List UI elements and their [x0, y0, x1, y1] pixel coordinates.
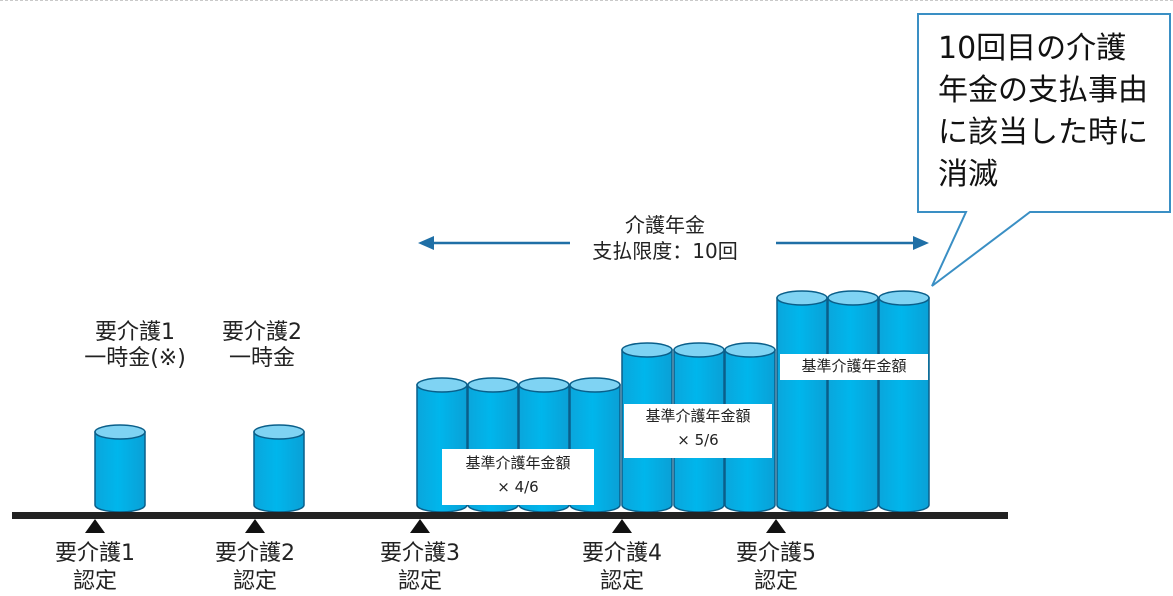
milestone-label-3: 要介護3 認定 — [380, 541, 460, 594]
amount-box-care3: 基準介護年金額 × 4/6 — [442, 449, 594, 505]
milestone-label-4: 要介護4 認定 — [582, 541, 662, 594]
pension-range-label: 介護年金 支払限度：10回 — [592, 213, 738, 263]
milestone-label-1: 要介護1 認定 — [55, 541, 135, 594]
milestone-marker-3 — [410, 519, 430, 533]
callout-text: 10回目の介護 年金の支払事由 に該当した時に 消滅 — [938, 28, 1170, 196]
amount-box-care4: 基準介護年金額 × 5/6 — [624, 404, 772, 458]
milestone-marker-5 — [766, 519, 786, 533]
callout-bubble — [917, 13, 1171, 287]
milestone-label-2: 要介護2 認定 — [215, 541, 295, 594]
cylinder-care5-3 — [878, 290, 930, 513]
milestone-marker-1 — [85, 519, 105, 533]
cylinder-care5-2 — [827, 290, 879, 513]
callout-line-3: に該当した時に — [938, 115, 1148, 150]
callout-line-2: 年金の支払事由 — [938, 73, 1148, 108]
callout-line-1: 10回目の介護 — [938, 31, 1127, 66]
milestone-marker-4 — [612, 519, 632, 533]
amount-box-care5: 基準介護年金額 — [780, 354, 928, 380]
pension-range-arrow — [418, 236, 929, 250]
timeline-baseline — [12, 512, 1008, 519]
milestone-marker-2 — [245, 519, 265, 533]
callout-line-4: 消滅 — [938, 157, 998, 192]
lump-sum-label-1: 要介護1 一時金(※) — [84, 320, 186, 371]
milestone-label-5: 要介護5 認定 — [736, 541, 816, 594]
top-dashed-border — [0, 0, 1173, 1]
cylinder-care5-1 — [776, 290, 828, 513]
lump-sum-label-2: 要介護2 一時金 — [222, 320, 302, 371]
cylinder-care1 — [94, 424, 146, 513]
cylinder-care2 — [253, 424, 305, 513]
